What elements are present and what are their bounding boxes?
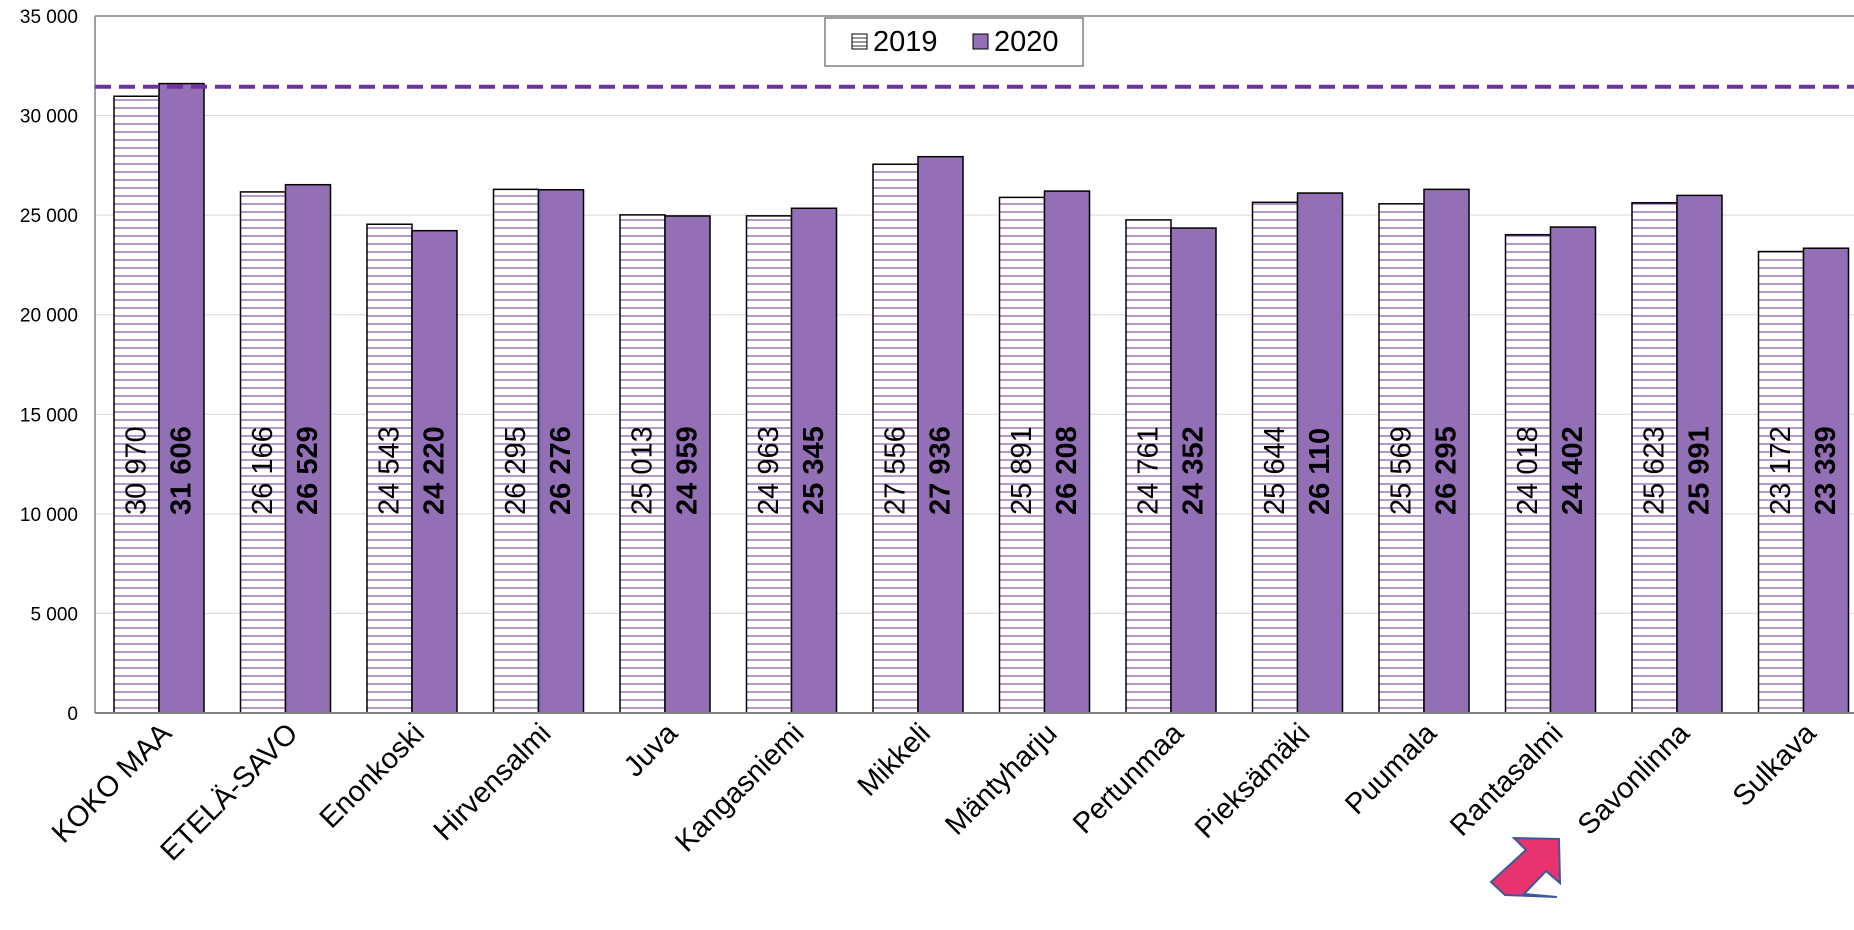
x-tick-label: Kangasniemi [669,717,810,858]
bar-2019 [492,188,540,714]
data-label-2019: 24 543 [374,426,406,515]
x-tick-label: Pieksämäki [1189,717,1316,844]
bar-2020 [537,188,585,714]
bar-2020 [411,229,458,714]
x-tick-label: Hirvensalmi [428,717,558,847]
legend: 2019 2020 [824,17,1084,67]
data-label-2020: 24 959 [672,426,704,515]
data-label-2020: 26 208 [1051,426,1083,515]
data-label-2019: 25 013 [627,426,659,515]
bars [113,82,1850,714]
data-label-2019: 25 569 [1386,426,1418,515]
bar-2019 [366,223,413,714]
y-tick-label: 20 000 [20,306,78,327]
data-label-2020: 26 110 [1304,428,1336,515]
data-label-2019: 27 556 [880,426,912,515]
bar-2020 [1549,226,1597,714]
legend-swatch-2019 [851,33,868,50]
bar-2019 [1504,233,1552,714]
x-tick-label: Juva [618,717,685,784]
data-label-2020: 25 991 [1684,426,1716,515]
data-label-2020: 24 220 [419,426,451,515]
data-label-2020: 25 345 [798,426,830,515]
x-tick-label: Sulkava [1727,717,1823,813]
bar-2019 [998,196,1046,714]
data-label-2019: 26 295 [500,426,532,515]
bar-2020 [790,207,838,714]
data-label-2019: 25 644 [1259,426,1291,515]
data-label-2019: 24 963 [753,426,785,515]
data-label-2020: 26 529 [292,426,324,515]
data-label-2019: 25 623 [1639,426,1671,515]
bar-2020 [664,215,711,714]
data-label-2019: 23 172 [1765,426,1797,515]
x-tick-label: Puumala [1339,717,1443,821]
x-tick-label: Pertunmaa [1067,717,1191,841]
y-tick-label: 30 000 [20,107,78,128]
y-tick-label: 35 000 [20,7,78,28]
bar-2020 [1170,227,1217,714]
legend-label-2020: 2020 [994,26,1059,58]
bar-2020 [1676,194,1723,714]
data-label-2020: 31 606 [166,426,198,515]
bar-2019 [113,95,160,714]
bar-2019 [1125,219,1172,714]
x-tick-label: KOKO MAA [46,717,178,849]
bar-2019 [1378,203,1425,714]
bar-2020 [1802,247,1850,714]
y-tick-label: 15 000 [20,405,78,426]
data-labels: 30 970 31 606 26 166 26 529 24 543 24 220 26 2… [121,426,1843,515]
y-tick-label: 0 [67,704,78,725]
annotations [1489,836,1562,898]
highlight-arrow-icon [1489,836,1562,898]
bar-2020 [1296,192,1344,714]
x-tick-label: Enonkoski [314,717,431,834]
bar-2020 [1043,190,1091,714]
data-label-2020: 23 339 [1810,426,1842,515]
data-label-2019: 30 970 [121,426,153,515]
bar-2019 [1631,201,1678,714]
data-label-2020: 26 295 [1431,426,1463,515]
data-label-2019: 24 761 [1133,426,1165,515]
x-tick-label: Rantasalmi [1444,717,1569,842]
data-label-2019: 24 018 [1512,426,1544,515]
data-label-2020: 24 352 [1178,426,1210,515]
data-label-2020: 26 276 [545,426,577,515]
y-axis: 0 5 000 10 000 15 000 20 000 25 000 30 000 35 0… [20,7,1854,725]
x-tick-label: Savonlinna [1572,717,1697,842]
y-tick-label: 5 000 [30,604,78,625]
data-label-2019: 26 166 [247,426,279,515]
x-tick-label: Mikkeli [852,717,937,802]
bar-2020 [158,82,205,714]
data-label-2019: 25 891 [1006,426,1038,515]
data-label-2020: 27 936 [925,426,957,515]
y-tick-label: 25 000 [20,206,78,227]
legend-box [824,17,1084,67]
y-tick-label: 10 000 [20,505,78,526]
legend-swatch-2020 [972,33,989,50]
legend-label-2019: 2019 [873,26,938,58]
bar-2019 [1757,250,1805,714]
x-tick-label: Mäntyharju [939,717,1063,841]
data-label-2020: 24 402 [1557,426,1589,515]
bar-2020 [917,155,964,714]
